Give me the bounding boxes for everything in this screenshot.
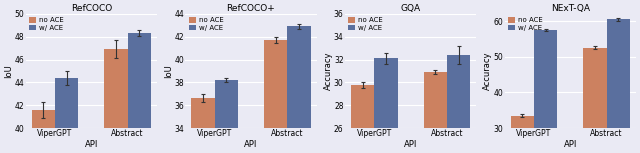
Bar: [511, 116, 534, 128]
Bar: [127, 33, 151, 128]
Bar: [583, 48, 607, 128]
Title: RefCOCO: RefCOCO: [70, 4, 112, 13]
Bar: [214, 80, 238, 128]
Bar: [287, 26, 310, 128]
Bar: [31, 110, 55, 128]
Y-axis label: Accuracy: Accuracy: [483, 52, 492, 90]
Legend: no ACE, w/ ACE: no ACE, w/ ACE: [347, 16, 385, 32]
Y-axis label: IoU: IoU: [4, 64, 13, 78]
X-axis label: API: API: [404, 140, 417, 149]
Bar: [55, 78, 78, 128]
Bar: [534, 30, 557, 128]
Bar: [264, 40, 287, 128]
Legend: no ACE, w/ ACE: no ACE, w/ ACE: [28, 16, 65, 32]
X-axis label: API: API: [84, 140, 98, 149]
Bar: [424, 72, 447, 128]
Bar: [351, 85, 374, 128]
Bar: [104, 49, 127, 128]
Y-axis label: Accuracy: Accuracy: [323, 52, 332, 90]
Bar: [191, 98, 214, 128]
Legend: no ACE, w/ ACE: no ACE, w/ ACE: [188, 16, 225, 32]
Title: NExT-QA: NExT-QA: [551, 4, 589, 13]
Title: RefCOCO+: RefCOCO+: [227, 4, 275, 13]
Legend: no ACE, w/ ACE: no ACE, w/ ACE: [507, 16, 544, 32]
Title: GQA: GQA: [401, 4, 420, 13]
Bar: [374, 58, 397, 128]
Bar: [607, 19, 630, 128]
Y-axis label: IoU: IoU: [164, 64, 173, 78]
Bar: [447, 55, 470, 128]
X-axis label: API: API: [564, 140, 577, 149]
X-axis label: API: API: [244, 140, 258, 149]
